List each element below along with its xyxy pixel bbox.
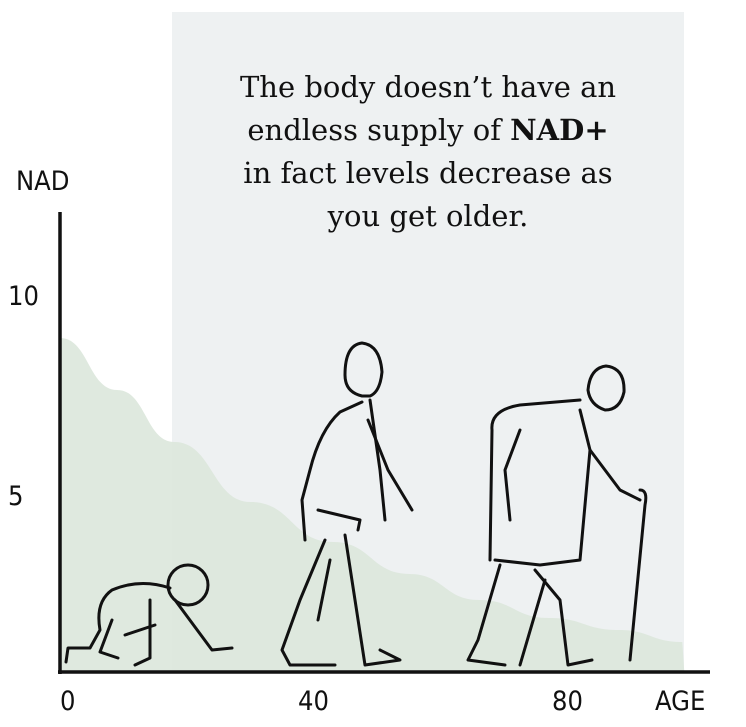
- elderly-figure-icon: [466, 364, 648, 667]
- y-tick-label: 5: [8, 481, 24, 512]
- caption-line-4: you get older.: [327, 199, 529, 233]
- nad-level-area: [60, 338, 685, 672]
- caption-line-1: The body doesn’t have an: [239, 70, 617, 104]
- x-tick-label: 80: [552, 686, 583, 717]
- baby-figure-icon: [64, 563, 234, 667]
- caption-line-2-text: endless supply of: [247, 113, 511, 147]
- caption-nad-bold: NAD+: [510, 113, 609, 147]
- adult-figure-icon: [280, 341, 414, 667]
- chart-caption: The body doesn’t have an endless supply …: [172, 66, 684, 238]
- x-tick-label: 40: [298, 686, 329, 717]
- y-axis-label: NAD: [16, 166, 70, 197]
- x-tick-label: 0: [60, 686, 76, 717]
- caption-line-2: endless supply of NAD+: [172, 109, 684, 152]
- caption-line-3: in fact levels decrease as: [243, 156, 613, 190]
- x-axis-label: AGE: [655, 686, 706, 717]
- y-tick-label: 10: [8, 281, 39, 312]
